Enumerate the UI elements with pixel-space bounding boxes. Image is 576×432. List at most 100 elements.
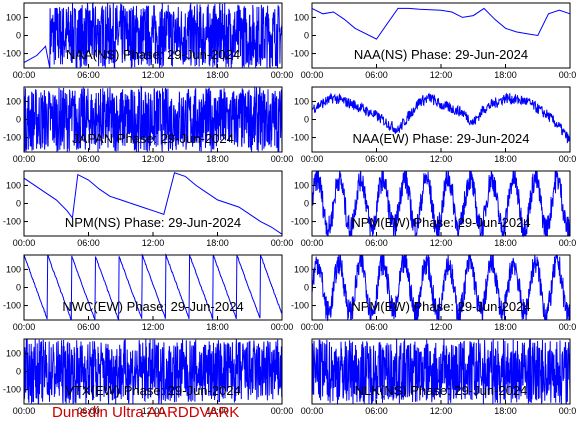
- y-tick-label: 100: [6, 96, 21, 106]
- y-tick-label: -100: [291, 217, 309, 227]
- x-tick-label: 12:00: [142, 406, 165, 416]
- y-tick-label: 0: [16, 31, 21, 41]
- x-tick-label: 18:00: [494, 406, 517, 416]
- y-tick-label: 100: [6, 180, 21, 190]
- chart-title: NPM(EW) Phase: 29-Jun-2024: [351, 299, 530, 314]
- x-tick-label: 00:00: [559, 238, 576, 248]
- x-tick-label: 18:00: [206, 70, 229, 80]
- x-tick-label: 12:00: [430, 70, 453, 80]
- y-tick-label: 0: [304, 283, 309, 293]
- y-tick-label: 100: [6, 348, 21, 358]
- x-tick-label: 00:00: [13, 70, 36, 80]
- y-tick-label: 100: [6, 12, 21, 22]
- x-tick-label: 12:00: [142, 70, 165, 80]
- y-tick-label: -100: [3, 385, 21, 395]
- x-tick-label: 00:00: [271, 322, 294, 332]
- series-line: [311, 338, 571, 405]
- series-line: [311, 92, 571, 144]
- x-tick-label: 06:00: [77, 406, 100, 416]
- series-line: [23, 1, 283, 69]
- y-tick-label: 100: [6, 264, 21, 274]
- series-line: [311, 7, 571, 40]
- x-tick-label: 06:00: [77, 238, 100, 248]
- x-tick-label: 00:00: [301, 154, 324, 164]
- x-tick-label: 06:00: [77, 154, 100, 164]
- chart-panel-3: 00:00 06:00 12:00 18:00 00:00 100 0 -100 JAPAN P…: [3, 85, 294, 164]
- y-tick-label: -100: [3, 217, 21, 227]
- x-tick-label: 18:00: [206, 406, 229, 416]
- x-tick-label: 06:00: [365, 322, 388, 332]
- x-tick-label: 00:00: [271, 154, 294, 164]
- series-line: [311, 169, 571, 238]
- y-tick-label: -100: [291, 301, 309, 311]
- x-tick-label: 12:00: [430, 406, 453, 416]
- y-tick-label: 0: [16, 283, 21, 293]
- x-tick-label: 06:00: [365, 70, 388, 80]
- x-tick-label: 12:00: [430, 238, 453, 248]
- x-tick-label: 00:00: [559, 406, 576, 416]
- x-tick-label: 00:00: [559, 154, 576, 164]
- x-tick-label: 12:00: [142, 238, 165, 248]
- chart-title: NPM(NS) Phase: 29-Jun-2024: [65, 215, 241, 230]
- chart-panel-2: 00:00 06:00 12:00 18:00 00:00 100 0 -100 NAA(NS)…: [291, 2, 576, 80]
- series-line: [311, 254, 571, 322]
- x-tick-label: 12:00: [142, 322, 165, 332]
- chart-title: NAA(NS) Phase: 29-Jun-2024: [66, 47, 240, 62]
- y-tick-label: -100: [291, 49, 309, 59]
- chart-title: NWC(EW) Phase: 29-Jun-2024: [62, 299, 243, 314]
- y-tick-label: 100: [294, 180, 309, 190]
- series-line: [23, 85, 283, 153]
- y-tick-label: 0: [304, 31, 309, 41]
- x-tick-label: 12:00: [430, 322, 453, 332]
- x-tick-label: 00:00: [13, 406, 36, 416]
- x-tick-label: 06:00: [365, 154, 388, 164]
- y-tick-label: 0: [304, 199, 309, 209]
- x-tick-label: 18:00: [494, 322, 517, 332]
- x-tick-label: 18:00: [206, 238, 229, 248]
- x-tick-label: 06:00: [365, 406, 388, 416]
- y-tick-label: 100: [294, 96, 309, 106]
- x-tick-label: 00:00: [271, 406, 294, 416]
- x-tick-label: 18:00: [206, 154, 229, 164]
- y-tick-label: 100: [294, 12, 309, 22]
- chart-panel-4: 00:00 06:00 12:00 18:00 00:00 100 0 -100 NAA(EW)…: [291, 86, 576, 164]
- y-tick-label: 0: [16, 115, 21, 125]
- x-tick-label: 00:00: [301, 70, 324, 80]
- y-tick-label: 0: [16, 367, 21, 377]
- chart-title: JAPAN Phase: 29-Jun-2024: [72, 131, 234, 146]
- chart-title: NAA(EW) Phase: 29-Jun-2024: [352, 131, 529, 146]
- chart-panel-6: 00:00 06:00 12:00 18:00 00:00 100 0 -100 NPM(EW)…: [291, 169, 576, 248]
- x-tick-label: 12:00: [430, 154, 453, 164]
- chart-title: NLK(NS) Phase: 29-Jun-2024: [355, 383, 528, 398]
- x-tick-label: 00:00: [559, 322, 576, 332]
- y-tick-label: 0: [304, 115, 309, 125]
- y-tick-label: -100: [3, 301, 21, 311]
- x-tick-label: 18:00: [494, 70, 517, 80]
- x-tick-label: 18:00: [494, 154, 517, 164]
- chart-panel-7: 00:00 06:00 12:00 18:00 00:00 100 0 -100 NWC(EW)…: [3, 253, 294, 332]
- x-tick-label: 00:00: [13, 154, 36, 164]
- chart-panel-8: 00:00 06:00 12:00 18:00 00:00 100 0 -100 NPM(EW)…: [291, 254, 576, 332]
- chart-title: NPM(EW) Phase: 29-Jun-2024: [351, 215, 530, 230]
- series-line: [23, 172, 283, 235]
- chart-title: NAA(NS) Phase: 29-Jun-2024: [354, 47, 528, 62]
- x-tick-label: 00:00: [13, 322, 36, 332]
- x-tick-label: 00:00: [559, 70, 576, 80]
- chart-panel-5: 00:00 06:00 12:00 18:00 00:00 100 0 -100 NPM(NS)…: [3, 170, 293, 248]
- x-tick-label: 00:00: [301, 406, 324, 416]
- x-tick-label: 18:00: [494, 238, 517, 248]
- chart-panel-1: 00:00 06:00 12:00 18:00 00:00 100 0 -100 NAA(NS)…: [3, 1, 294, 80]
- x-tick-label: 00:00: [301, 238, 324, 248]
- x-tick-label: 00:00: [13, 238, 36, 248]
- series-line: [23, 253, 282, 321]
- y-tick-label: -100: [3, 133, 21, 143]
- chart-panel-10: 00:00 06:00 12:00 18:00 00:00 NLK(NS) Phase: …: [301, 338, 576, 416]
- series-line: [23, 338, 283, 405]
- y-tick-label: 0: [16, 199, 21, 209]
- x-tick-label: 06:00: [365, 238, 388, 248]
- y-tick-label: -100: [3, 49, 21, 59]
- x-tick-label: 00:00: [271, 70, 294, 80]
- chart-title: VTX(EW) Phase: 29-Jun-2024: [65, 383, 241, 398]
- x-tick-label: 06:00: [77, 70, 100, 80]
